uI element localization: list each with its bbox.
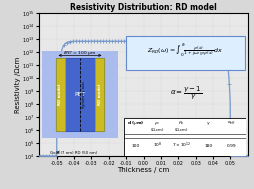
Text: $\alpha_{eff}$: $\alpha_{eff}$	[227, 119, 236, 127]
Text: $\alpha=\dfrac{\gamma-1}{\gamma}$: $\alpha=\dfrac{\gamma-1}{\gamma}$	[170, 85, 202, 102]
Text: Symmetry axis: Symmetry axis	[82, 81, 86, 108]
Y-axis label: Resistivity /Ωcm: Resistivity /Ωcm	[15, 57, 21, 113]
Text: $\rho_s$: $\rho_s$	[154, 120, 161, 127]
Text: $\rho_b$: $\rho_b$	[179, 119, 185, 127]
Text: d ($\mu$m): d ($\mu$m)	[126, 119, 144, 127]
Text: ($\Omega$.cm): ($\Omega$.cm)	[150, 126, 165, 133]
Text: ($\Omega$.cm): ($\Omega$.cm)	[174, 126, 189, 133]
Bar	[56, 58, 65, 131]
Text: 180: 180	[204, 144, 213, 148]
Bar	[56, 58, 104, 131]
Text: $Z_{RD}(\omega)=\int_0^\delta \frac{\rho(x)}{1+j\omega\varepsilon_0\varepsilon\r: $Z_{RD}(\omega)=\int_0^\delta \frac{\rho…	[147, 43, 224, 59]
Text: RD model: RD model	[58, 84, 62, 105]
Text: $7\times10^{12}$: $7\times10^{12}$	[172, 141, 192, 150]
FancyBboxPatch shape	[124, 118, 246, 156]
Text: $10^8$: $10^8$	[153, 141, 162, 150]
Text: RD model: RD model	[98, 84, 102, 105]
Text: $\delta_{PET}$ = 100 µm: $\delta_{PET}$ = 100 µm	[64, 49, 97, 57]
Text: 0.99: 0.99	[227, 144, 236, 148]
Text: PET: PET	[74, 92, 86, 97]
X-axis label: Thickness / cm: Thickness / cm	[117, 167, 170, 173]
Text: 100: 100	[131, 144, 139, 148]
Bar	[95, 58, 104, 131]
Text: $\rho(x)=\dfrac{\rho_b}{\dfrac{\rho_s}{\rho_b}+\left(1-\dfrac{\rho_s}{\rho_b}\ri: $\rho(x)=\dfrac{\rho_b}{\dfrac{\rho_s}{\…	[170, 53, 239, 72]
Title: Resistivity Distribution: RD model: Resistivity Distribution: RD model	[70, 3, 217, 12]
Text: $\gamma$: $\gamma$	[206, 120, 211, 127]
Text: Gold (7 nm) RD (50 nm): Gold (7 nm) RD (50 nm)	[50, 151, 97, 155]
FancyBboxPatch shape	[126, 36, 245, 70]
